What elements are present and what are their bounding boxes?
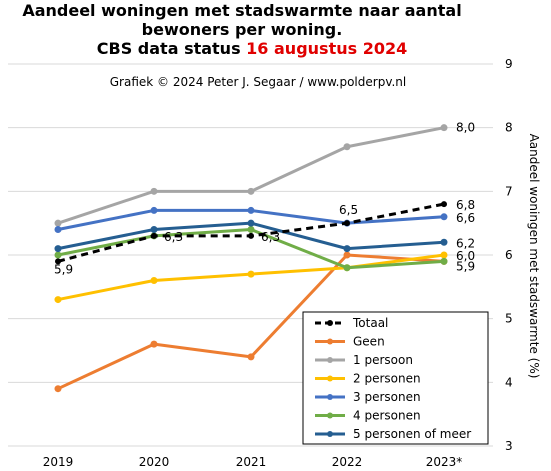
data-point (344, 220, 350, 227)
y-tick-label: 3 (505, 439, 513, 453)
data-label: 6,2 (456, 236, 475, 250)
data-point (343, 264, 351, 272)
data-label: 6,0 (456, 249, 475, 263)
chart-title-line3: CBS data status 16 augustus 2024 (97, 39, 407, 58)
data-point (440, 251, 448, 259)
legend-marker (327, 412, 333, 419)
x-tick-label: 2021 (236, 455, 267, 469)
data-label: 6,8 (456, 198, 475, 212)
legend-marker (327, 357, 333, 363)
legend-marker (327, 431, 333, 437)
data-point (343, 143, 351, 151)
legend-marker (327, 338, 333, 345)
x-tick-label: 2022 (332, 455, 363, 469)
y-tick-label: 8 (505, 121, 513, 135)
legend-label: Geen (353, 335, 385, 349)
y-tick-label: 6 (505, 248, 513, 262)
legend-marker (327, 375, 333, 382)
data-label: 6,5 (339, 203, 358, 217)
y-tick-label: 5 (505, 312, 513, 326)
y-tick-label: 7 (505, 184, 513, 198)
x-tick-label: 2023* (426, 455, 463, 469)
data-point (54, 251, 62, 259)
data-labels: 5,96,3 6,36,58,06,86,66,26,05,9 (54, 121, 475, 277)
data-point (54, 385, 62, 393)
data-point (55, 258, 61, 265)
data-point (151, 232, 157, 239)
y-tick-label: 9 (505, 57, 513, 71)
chart-title-line2: bewoners per woning. (142, 20, 343, 39)
chart-title-prefix: CBS data status (97, 39, 246, 58)
data-point (440, 257, 448, 265)
data-point (343, 251, 351, 259)
data-point (343, 245, 351, 253)
data-point (54, 296, 62, 304)
data-point (150, 276, 158, 284)
data-label: 8,0 (456, 121, 475, 135)
data-point (150, 206, 158, 214)
data-point (440, 213, 448, 221)
x-axis-ticks: 2019 2020 2021 2022 2023* (43, 455, 463, 469)
data-point (440, 238, 448, 246)
chart-title-line1: Aandeel woningen met stadswarmte naar aa… (22, 1, 461, 20)
data-point (150, 226, 158, 234)
legend-label: 2 personen (353, 372, 421, 386)
data-label: 6,6 (456, 211, 475, 225)
data-label: 6,3 (261, 230, 280, 244)
data-point (150, 340, 158, 348)
data-point (54, 226, 62, 234)
data-point (247, 226, 255, 234)
data-label: 5,9 (456, 259, 475, 273)
legend-label: 1 persoon (353, 353, 413, 367)
series-group (54, 124, 448, 393)
data-point (247, 270, 255, 278)
data-point (248, 232, 254, 239)
data-point (247, 353, 255, 361)
legend-label: 4 personen (353, 409, 421, 423)
data-label: 5,9 (54, 262, 73, 276)
chart-credit: Grafiek © 2024 Peter J. Segaar / www.pol… (110, 75, 407, 89)
x-tick-label: 2019 (43, 455, 74, 469)
data-point (247, 187, 255, 195)
data-point (247, 206, 255, 214)
data-point (54, 219, 62, 227)
y-tick-label: 4 (505, 375, 513, 389)
data-point (440, 124, 448, 132)
legend-marker (327, 320, 333, 326)
data-point (441, 201, 447, 208)
legend-marker (327, 394, 333, 400)
legend: Totaal Geen 1 persoon 2 personen 3 personen 4… (302, 311, 489, 445)
legend-label: 3 personen (353, 390, 421, 404)
y-axis-ticks: 3 4 5 6 7 8 9 (505, 57, 513, 453)
data-label: 6,3 (164, 230, 183, 244)
y-axis-label: Aandeel woningen met stadswarmte (%) (527, 134, 541, 379)
legend-label: Totaal (352, 316, 388, 330)
legend-label: 5 personen of meer (353, 427, 471, 441)
data-point (150, 187, 158, 195)
data-point (247, 219, 255, 227)
chart-title-date: 16 augustus 2024 (246, 39, 407, 58)
data-point (54, 245, 62, 253)
x-tick-label: 2020 (139, 455, 170, 469)
